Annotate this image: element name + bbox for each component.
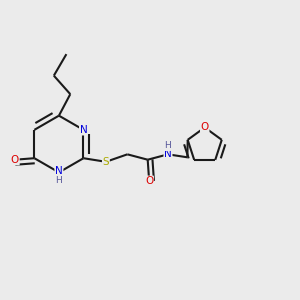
Text: O: O (201, 122, 209, 133)
Text: O: O (145, 176, 153, 186)
Text: H: H (164, 142, 170, 151)
Text: S: S (103, 157, 109, 167)
Text: O: O (11, 155, 19, 165)
Text: N: N (80, 125, 87, 135)
Text: H: H (55, 176, 62, 185)
Text: N: N (55, 166, 63, 176)
Text: N: N (164, 149, 172, 159)
